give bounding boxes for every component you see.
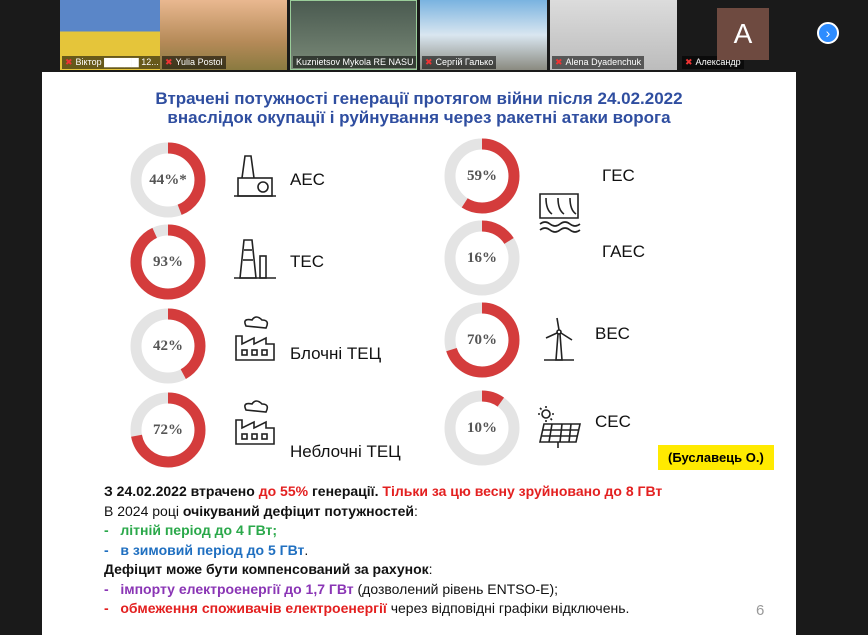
donut-ring [130, 224, 206, 300]
donut-ВЕС: 70% [442, 300, 522, 380]
plant-label: СЕС [595, 412, 631, 431]
donut-fill [130, 392, 206, 468]
donut-ring [444, 138, 520, 214]
donut-fill [444, 390, 520, 466]
t: В 2024 році [104, 502, 183, 519]
chp-factory-icon [232, 316, 278, 362]
t: : [414, 502, 418, 519]
donut-ring [444, 390, 520, 466]
donut-value: 72% [153, 421, 183, 438]
donut-СЕС: 10% [442, 388, 522, 468]
donut-ГЕС: 59% [442, 136, 522, 216]
t: : [428, 561, 433, 577]
plant-label: Блочні ТЕЦ [290, 344, 382, 363]
t: літній період до 4 ГВт; [120, 522, 278, 538]
donut-value: 70% [467, 331, 497, 348]
participant-name: Сергій Галько [435, 57, 494, 67]
donut-ring [130, 142, 206, 218]
plant-label: Неблочні ТЕЦ [290, 442, 401, 461]
wind-turbine-icon [536, 316, 582, 362]
donut-ГАЕС: 16% [442, 218, 522, 298]
t: через відповідні графіки відключень. [386, 600, 630, 616]
t: (дозволений рівень ENTSO-E); [353, 580, 559, 597]
t: обмеження споживачів електроенергії [120, 600, 387, 616]
t: втрачено [190, 483, 259, 499]
donut-ring [444, 302, 520, 378]
t: імпорту електроенергії до 1,7 ГВт [120, 580, 354, 597]
nuclear-plant-icon [232, 152, 278, 198]
participant-name: Alena Dyadenchuk [565, 57, 642, 67]
chp-factory-icon [232, 400, 278, 446]
avatar: A [717, 8, 769, 60]
donut-fill [444, 220, 520, 296]
plant-label: ВЕС [595, 324, 630, 343]
t: очікуваний дефіцит потужностей [182, 502, 415, 519]
slide-text: З 24.02.2022 втрачено до 55% генерації. … [104, 482, 662, 619]
donut-ring [130, 392, 206, 468]
title-line: внаслідок окупації і руйнування через ра… [167, 108, 671, 127]
donut-fill [444, 138, 520, 214]
slide-title: Втрачені потужності генерації протягом в… [42, 89, 796, 127]
plant-label: ГЕС [602, 166, 635, 185]
t: Тільки за цю весну зруйновано до 8 ГВт [382, 483, 663, 499]
donut-fill [130, 142, 206, 218]
mic-muted-icon: ✖ [425, 57, 433, 67]
plant-label: АЕС [290, 170, 325, 189]
next-page-button[interactable]: › [817, 22, 839, 44]
t: - [104, 600, 109, 616]
mic-muted-icon: ✖ [685, 57, 693, 67]
donut-value: 10% [467, 419, 497, 436]
donut-value: 44%* [149, 171, 187, 188]
t: . [304, 541, 309, 558]
plant-label: ТЕС [290, 252, 324, 271]
t: Дефіцит може бути компенсований за рахун… [104, 561, 429, 577]
donut-ТЕС: 93% [128, 222, 208, 302]
t: - [104, 522, 109, 538]
page-number: 6 [756, 602, 765, 619]
donut-fill [130, 308, 206, 384]
participant-tile[interactable]: ✖ Сергій Галько [420, 0, 547, 70]
solar-panel-icon [536, 404, 582, 450]
participant-tile[interactable]: ✖ Yulia Postol [160, 0, 287, 70]
plant-label: ГАЕС [602, 242, 646, 261]
t: - [104, 541, 109, 558]
slide: Втрачені потужності генерації протягом в… [42, 72, 796, 635]
participant-tile[interactable]: Kuznietsov Mykola RE NASU [290, 0, 417, 70]
participant-name: Yulia Postol [175, 57, 223, 67]
donut-АЕС: 44%* [128, 140, 208, 220]
donut-fill [444, 302, 520, 378]
donut-ring [130, 308, 206, 384]
donut-Неблочні ТЕЦ: 72% [128, 390, 208, 470]
t: З 24.02.2022 [104, 483, 191, 499]
donut-value: 59% [467, 167, 497, 184]
donut-value: 42% [153, 337, 183, 354]
hydro-dam-icon [536, 188, 582, 234]
participant-name: Kuznietsov Mykola RE NASU [296, 57, 414, 67]
donut-value: 93% [153, 253, 183, 270]
title-line: Втрачені потужності генерації протягом в… [155, 89, 683, 108]
chevron-right-icon: › [825, 25, 831, 41]
participant-name: Віктор ▇▇▇▇▇ 12... [75, 57, 159, 67]
participant-tile[interactable]: ✖ Alena Dyadenchuk [550, 0, 677, 70]
donut-value: 16% [467, 249, 497, 266]
donut-fill [130, 224, 206, 300]
donut-ring [444, 220, 520, 296]
participant-strip: ✖ Віктор ▇▇▇▇▇ 12... ✖ Yulia Postol Kuznie… [0, 0, 868, 72]
donut-Блочні ТЕЦ: 42% [128, 306, 208, 386]
thermal-plant-icon [232, 234, 278, 280]
t: в зимовий період до 5 ГВт [120, 541, 305, 558]
t: до 55% [258, 483, 309, 499]
t: генерації. [308, 483, 383, 499]
mic-muted-icon: ✖ [555, 57, 563, 67]
participant-name: Александр [695, 57, 741, 67]
mic-muted-icon: ✖ [165, 57, 173, 67]
t: - [104, 580, 109, 597]
mic-muted-icon: ✖ [65, 57, 73, 67]
author-badge: (Буславець О.) [658, 445, 774, 470]
